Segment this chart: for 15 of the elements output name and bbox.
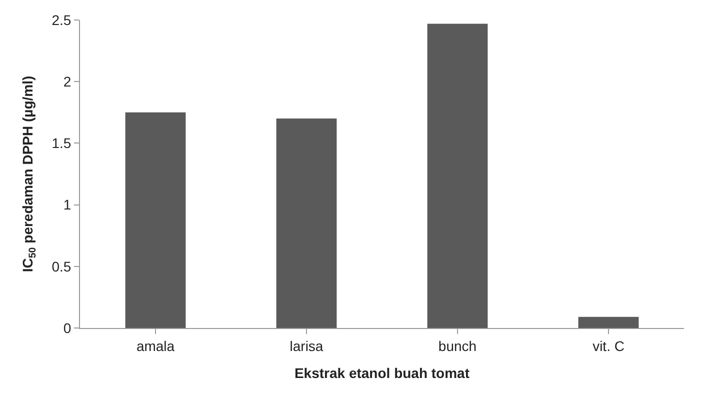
y-tick-label: 2.5 <box>52 12 72 28</box>
y-tick-label: 0.5 <box>52 258 72 274</box>
bar <box>276 118 337 328</box>
y-tick-label: 0 <box>63 320 72 336</box>
y-tick-label: 2 <box>63 74 72 90</box>
bar <box>125 112 186 328</box>
x-axis-title: Ekstrak etanol buah tomat <box>294 365 470 382</box>
bar <box>578 316 639 328</box>
y-tick-label: 1 <box>63 196 72 213</box>
x-tick-label: vit. C <box>592 338 624 354</box>
bar <box>427 24 488 328</box>
x-tick-label: larisa <box>290 338 324 354</box>
x-tick-label: bunch <box>438 338 477 354</box>
x-tick-label: amala <box>136 338 175 354</box>
y-tick-label: 1.5 <box>52 135 72 152</box>
